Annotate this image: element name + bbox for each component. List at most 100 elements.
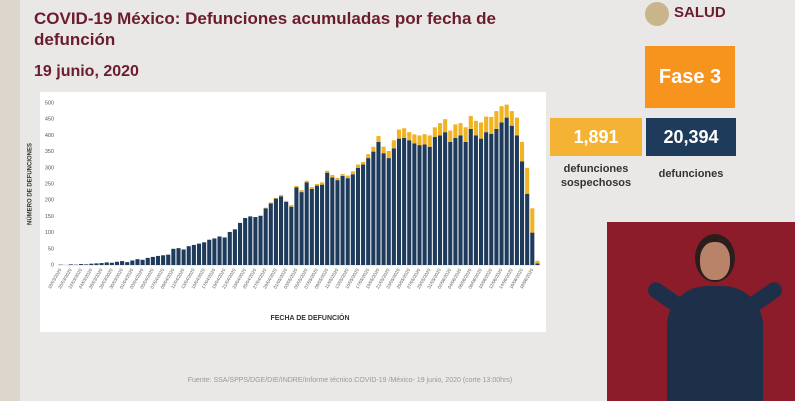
bar <box>463 127 468 142</box>
bar <box>99 263 104 265</box>
y-tick-label: 350 <box>45 149 54 155</box>
bar <box>437 135 443 265</box>
bar <box>371 151 376 265</box>
bar <box>520 141 525 162</box>
bar <box>237 222 243 265</box>
bar <box>499 122 504 265</box>
bar <box>509 111 514 126</box>
bar <box>478 138 484 265</box>
bar <box>361 161 366 165</box>
bar <box>422 134 427 145</box>
y-tick-label: 0 <box>51 262 54 268</box>
bar <box>407 140 412 265</box>
bar <box>202 242 207 265</box>
y-tick-label: 400 <box>45 133 54 139</box>
bar <box>335 177 340 181</box>
bar <box>330 177 335 265</box>
bar <box>227 231 232 265</box>
bar <box>391 140 396 149</box>
bar <box>207 239 212 265</box>
bar <box>263 207 268 209</box>
phase-box: Fase 3 <box>645 46 735 108</box>
bar <box>489 116 494 134</box>
bar <box>376 136 381 142</box>
bar <box>412 143 417 265</box>
bar <box>535 263 540 265</box>
bar <box>530 208 535 233</box>
bar <box>366 158 371 265</box>
bar <box>432 127 437 138</box>
bar <box>140 259 145 265</box>
confirmed-label: defunciones <box>658 168 724 180</box>
bar <box>268 203 273 265</box>
bar <box>263 208 268 265</box>
bar <box>494 128 499 265</box>
bar <box>340 175 345 265</box>
bar <box>125 262 130 265</box>
bar <box>504 117 509 265</box>
bar <box>340 173 345 176</box>
bar <box>232 229 237 265</box>
bar <box>79 264 84 265</box>
bar <box>381 146 386 154</box>
bar <box>212 238 217 265</box>
bar <box>145 257 150 265</box>
bar <box>325 172 330 265</box>
y-axis-label: NÚMERO DE DEFUNCIONES <box>27 143 34 225</box>
bar <box>520 161 525 265</box>
bar <box>443 132 448 265</box>
bar <box>304 182 309 265</box>
bar <box>330 174 335 178</box>
bar <box>191 244 196 265</box>
bar <box>484 116 489 133</box>
bar <box>463 141 468 265</box>
bar <box>499 106 504 123</box>
bar <box>350 174 355 265</box>
bar <box>294 185 299 188</box>
bar <box>509 125 514 266</box>
bar <box>248 216 253 265</box>
bar <box>135 259 140 265</box>
bar <box>381 153 386 265</box>
bar <box>458 135 463 265</box>
bar <box>402 128 407 138</box>
logo: SALUD <box>674 4 726 21</box>
bar <box>427 135 432 147</box>
logo-emblem <box>645 2 669 26</box>
bar <box>432 137 437 265</box>
y-tick-label: 250 <box>45 181 54 187</box>
bar <box>355 167 361 265</box>
bar <box>345 178 350 265</box>
bar <box>299 192 304 265</box>
bar <box>525 167 530 194</box>
bar <box>176 248 181 265</box>
bar <box>166 254 171 265</box>
bar <box>473 120 478 136</box>
bar <box>386 150 391 159</box>
bar <box>489 133 494 265</box>
bar <box>253 217 258 265</box>
y-tick-label: 300 <box>45 165 54 171</box>
bar <box>279 195 284 197</box>
bar <box>289 206 294 265</box>
bar <box>68 264 73 265</box>
bar <box>217 236 222 265</box>
bar <box>468 115 473 129</box>
bar <box>181 249 186 265</box>
bar <box>89 263 94 265</box>
y-tick-label: 500 <box>45 100 54 106</box>
y-tick-label: 150 <box>45 214 54 220</box>
bar <box>309 188 314 265</box>
bar <box>84 264 89 265</box>
title: COVID-19 México: Defunciones acumuladas … <box>34 9 496 49</box>
bar <box>320 182 325 185</box>
bar <box>294 187 299 265</box>
bar <box>422 144 427 265</box>
bar <box>396 138 402 265</box>
bar <box>314 184 319 186</box>
bar <box>243 218 248 265</box>
bar <box>120 261 125 265</box>
bar <box>448 130 453 142</box>
bar <box>273 198 278 265</box>
